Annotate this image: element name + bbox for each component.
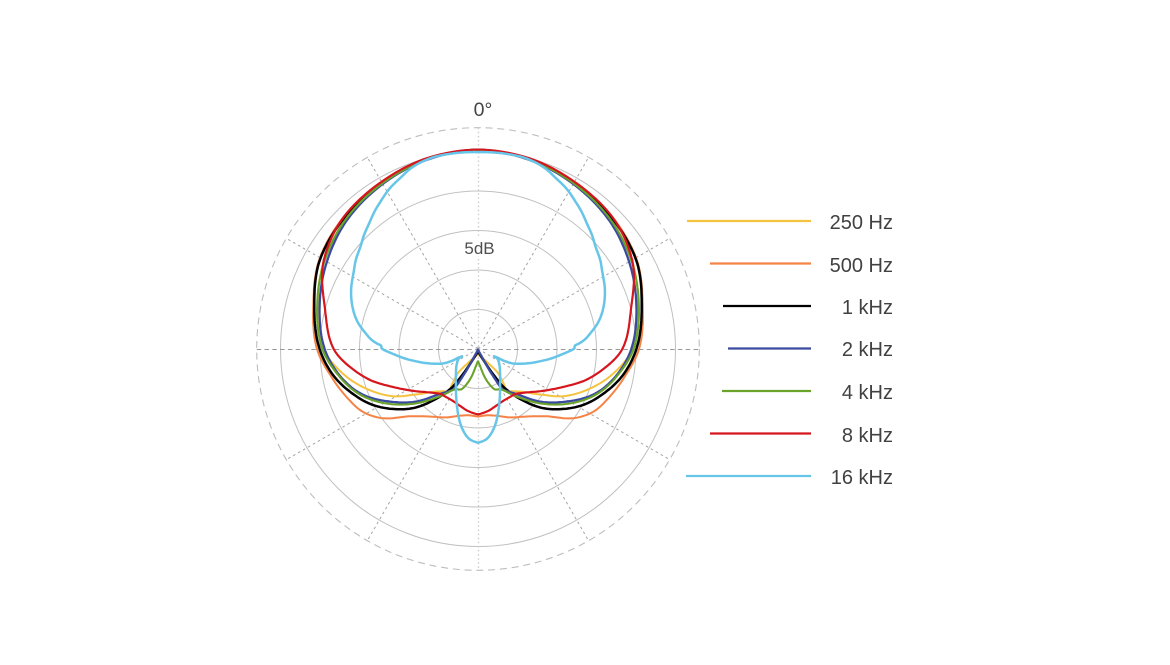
- svg-text:500 Hz: 500 Hz: [830, 255, 893, 277]
- svg-text:0°: 0°: [474, 99, 493, 121]
- svg-text:2 kHz: 2 kHz: [842, 339, 893, 361]
- svg-text:4 kHz: 4 kHz: [842, 382, 893, 404]
- svg-text:16 kHz: 16 kHz: [831, 467, 893, 489]
- svg-text:5dB: 5dB: [464, 239, 494, 258]
- svg-text:1 kHz: 1 kHz: [842, 297, 893, 319]
- svg-text:250 Hz: 250 Hz: [830, 212, 893, 234]
- svg-text:8 kHz: 8 kHz: [842, 425, 893, 447]
